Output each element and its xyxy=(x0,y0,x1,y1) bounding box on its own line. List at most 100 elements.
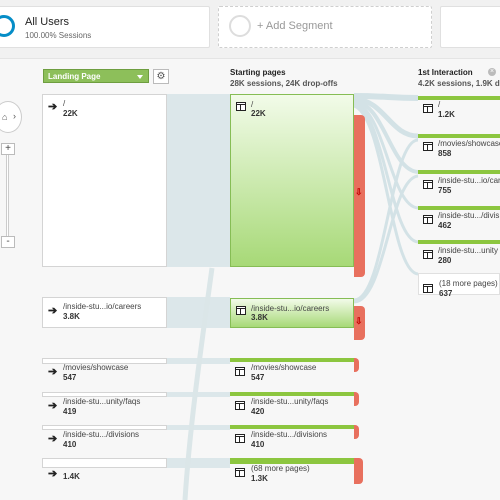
starting-node[interactable]: /inside-stu...io/careers 3.8K xyxy=(230,298,354,328)
interaction-node-bar[interactable] xyxy=(418,170,500,174)
interaction-node-value: 462 xyxy=(438,221,452,230)
settings-gear-button[interactable]: ⚙ xyxy=(153,69,169,84)
starting-node-value: 3.8K xyxy=(251,313,268,322)
flow-lp-to-sp-2 xyxy=(167,297,230,328)
page-icon xyxy=(423,142,433,151)
flow-sp-to-ix-5 xyxy=(353,102,419,244)
landing-node[interactable]: ➔ 1.4K xyxy=(42,458,167,481)
interaction-more-node[interactable]: (18 more pages) 637 xyxy=(418,273,500,298)
starting-node-label: / xyxy=(251,100,254,109)
landing-node-label: /inside-stu...unity/faqs xyxy=(63,397,141,406)
starting-node-bar[interactable] xyxy=(230,358,354,362)
starting-node-label: /inside-stu...unity/faqs xyxy=(251,397,329,406)
segment-slot[interactable] xyxy=(440,6,500,48)
starting-pages-summary: 28K sessions, 24K drop-offs xyxy=(230,79,338,88)
landing-node[interactable]: ➔ /movies/showcase 547 xyxy=(42,358,167,382)
landing-node[interactable]: ➔ /inside-stu...io/careers 3.8K xyxy=(42,297,167,328)
landing-node-label: / xyxy=(63,99,66,108)
starting-node-bar[interactable] xyxy=(230,425,354,429)
landing-node[interactable]: ➔ /inside-stu...unity/faqs 419 xyxy=(42,392,167,416)
interaction-node-label: /movies/showcase xyxy=(438,139,500,148)
page-icon xyxy=(423,284,433,293)
starting-node-bar[interactable] xyxy=(230,392,354,396)
flow-lp-to-sp-5 xyxy=(167,425,230,430)
interaction-node-label: /inside-stu...io/car xyxy=(438,176,500,185)
gear-icon: ⚙ xyxy=(156,71,166,82)
interaction-node-label: (18 more pages) xyxy=(439,279,498,288)
segment-all-users[interactable]: All Users 100.00% Sessions xyxy=(0,6,210,48)
dropoff-bar[interactable] xyxy=(354,425,359,439)
zoom-slider[interactable] xyxy=(6,145,9,241)
dimension-select[interactable]: Landing Page xyxy=(43,69,149,83)
starting-node-bar[interactable] xyxy=(230,458,354,464)
starting-node-label: (68 more pages) xyxy=(251,464,310,473)
landing-node-label: /inside-stu...io/careers xyxy=(63,302,142,311)
page-icon xyxy=(423,215,433,224)
starting-node-value: 547 xyxy=(251,373,265,382)
segment-subtitle: 100.00% Sessions xyxy=(25,31,92,40)
zoom-in-button[interactable]: + xyxy=(1,143,15,155)
landing-node-value: 22K xyxy=(63,109,78,118)
page-icon xyxy=(423,104,433,113)
entrance-arrow-icon: ➔ xyxy=(48,305,58,317)
flow-sp-to-ix-3 xyxy=(353,99,419,174)
interaction-node-bar[interactable] xyxy=(418,96,500,100)
dimension-select-label: Landing Page xyxy=(48,72,101,81)
add-segment-button[interactable]: + Add Segment xyxy=(218,6,432,48)
pan-control[interactable]: ⌂ › xyxy=(0,101,22,133)
dropoff-arrow-icon: ⇩ xyxy=(355,316,363,326)
starting-node-label: /inside-stu.../divisions xyxy=(251,430,328,439)
dropoff-bar[interactable]: ⇩ xyxy=(354,306,365,340)
landing-node-value: 410 xyxy=(63,440,77,449)
interaction-node-value: 280 xyxy=(438,256,452,265)
first-interaction-header: 1st Interaction 4.2K sessions, 1.9K d xyxy=(418,68,500,88)
landing-node-value: 547 xyxy=(63,373,77,382)
landing-node-value: 1.4K xyxy=(63,472,80,481)
interaction-node-label: /inside-stu.../divis xyxy=(438,211,500,220)
first-interaction-title: 1st Interaction xyxy=(418,68,473,77)
interaction-node-bar[interactable] xyxy=(418,240,500,244)
segment-bar: All Users 100.00% Sessions + Add Segment xyxy=(0,0,500,56)
page-icon xyxy=(235,401,245,410)
entrance-arrow-icon: ➔ xyxy=(48,366,58,378)
zoom-out-button[interactable]: - xyxy=(1,236,15,248)
starting-node-value: 22K xyxy=(251,109,266,118)
close-icon[interactable]: × xyxy=(488,68,496,76)
dropoff-bar[interactable]: ⇩ xyxy=(354,115,365,277)
starting-node-value: 420 xyxy=(251,407,265,416)
empty-segment-circle xyxy=(229,15,251,37)
chevron-right-icon[interactable]: › xyxy=(13,111,16,121)
landing-node[interactable]: ➔ /inside-stu.../divisions 410 xyxy=(42,425,167,449)
interaction-node-value: 755 xyxy=(438,186,452,195)
page-icon xyxy=(235,468,245,477)
page-icon xyxy=(423,250,433,259)
flow-sp-to-ix-2 xyxy=(353,96,419,139)
segment-color-circle xyxy=(0,15,15,37)
flow-lp-to-sp-1 xyxy=(167,94,230,267)
entrance-arrow-icon: ➔ xyxy=(48,433,58,445)
page-icon xyxy=(236,102,246,111)
entrance-arrow-icon: ➔ xyxy=(48,468,58,480)
entrance-arrow-icon: ➔ xyxy=(48,101,58,113)
flow-lp-to-sp-6 xyxy=(167,458,230,468)
interaction-node-value: 858 xyxy=(438,149,452,158)
page-icon xyxy=(423,180,433,189)
starting-node[interactable]: / 22K xyxy=(230,94,354,267)
starting-node-label: /inside-stu...io/careers xyxy=(251,304,330,313)
home-icon[interactable]: ⌂ xyxy=(2,112,8,122)
dropoff-bar[interactable] xyxy=(354,392,359,406)
starting-node-value: 410 xyxy=(251,440,265,449)
dropoff-bar[interactable] xyxy=(354,458,363,484)
starting-node-value: 1.3K xyxy=(251,474,268,483)
starting-node-label: /movies/showcase xyxy=(251,363,317,372)
flow-sp-to-ix-1 xyxy=(353,93,419,101)
flow-sp2-to-ix-3 xyxy=(353,174,419,304)
segment-title: All Users xyxy=(25,16,70,28)
dropoff-arrow-icon: ⇩ xyxy=(355,187,363,197)
page-icon xyxy=(235,434,245,443)
landing-node[interactable]: ➔ / 22K xyxy=(42,94,167,267)
interaction-node-bar[interactable] xyxy=(418,134,500,138)
flow-lp-to-sp-4 xyxy=(167,392,230,397)
interaction-node-bar[interactable] xyxy=(418,206,500,210)
dropoff-bar[interactable] xyxy=(354,358,359,372)
